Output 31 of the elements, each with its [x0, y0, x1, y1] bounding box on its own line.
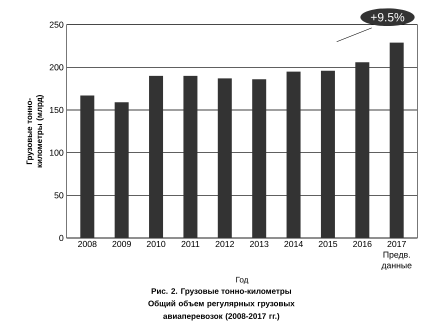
- text: +9.5%: [370, 12, 404, 22]
- x-tick-label: 2009: [112, 240, 131, 248]
- x-tick-label: 2011: [182, 240, 200, 248]
- x-tick-label: 2008: [78, 240, 97, 248]
- bar: [286, 72, 301, 238]
- text: Общий объем регулярных грузовых авиаперевозок (2008-2017 гг.): [148, 300, 295, 321]
- bar: [390, 42, 404, 238]
- x-tick-label: 2013: [250, 240, 268, 248]
- x-tick-label: 2015: [318, 240, 338, 248]
- bar: [114, 102, 129, 238]
- x-tick-label: 2012: [216, 240, 234, 248]
- bar: [320, 70, 335, 238]
- x-axis-title: Год: [236, 276, 248, 284]
- x-tick-label: 2016: [353, 240, 372, 248]
- x-tick-label: 2017 Предв. данные: [382, 240, 412, 270]
- y-tick-label: 200: [50, 64, 64, 70]
- bar: [149, 76, 164, 238]
- x-tick-label: 2014: [284, 240, 303, 248]
- y-tick-label: 100: [50, 150, 64, 156]
- bar: [252, 79, 266, 238]
- text: Рис. 2. Грузовые тонно-километры: [152, 288, 292, 296]
- bar: [355, 62, 370, 238]
- y-tick-label: 250: [50, 22, 64, 28]
- bar: [80, 95, 94, 238]
- bar: [183, 76, 198, 238]
- x-tick-label: 2010: [146, 240, 166, 248]
- y-tick-label: 0: [59, 234, 64, 242]
- bar: [218, 78, 232, 238]
- y-tick-label: 150: [50, 106, 64, 114]
- y-tick-label: 50: [54, 192, 64, 198]
- y-axis-title: Грузовые тонно-километры (млрд): [26, 95, 44, 168]
